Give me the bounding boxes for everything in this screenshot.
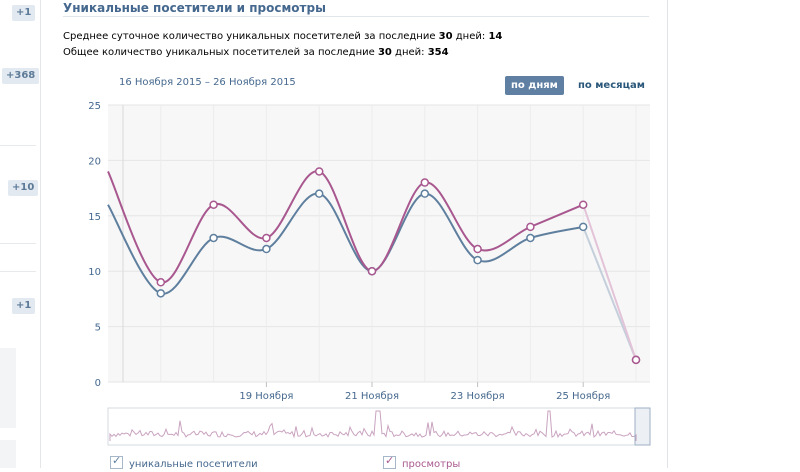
- by-days-button[interactable]: по дням: [505, 76, 564, 95]
- x-tick-label: 21 Ноября: [345, 391, 399, 402]
- legend-label: уникальные посетители: [129, 459, 258, 470]
- x-tick-label: 19 Ноября: [239, 391, 293, 402]
- date-range: 16 Ноября 2015 – 26 Ноября 2015: [119, 77, 296, 88]
- by-months-button[interactable]: по месяцам: [578, 80, 645, 91]
- navigator-selection-handle[interactable]: [634, 407, 651, 446]
- stat-mid: дней:: [391, 47, 428, 58]
- legend-visitors[interactable]: ✓ уникальные посетители: [110, 454, 258, 472]
- sidebar-badge[interactable]: +1: [12, 5, 36, 21]
- stat-average: Среднее суточное количество уникальных п…: [63, 30, 502, 43]
- checkmark-icon: ✓: [112, 454, 122, 467]
- data-point[interactable]: [262, 233, 271, 243]
- data-point[interactable]: [314, 189, 324, 198]
- sidebar-badge[interactable]: +1: [12, 298, 36, 314]
- data-point[interactable]: [209, 233, 218, 243]
- stat-days: 30: [438, 31, 453, 42]
- navigator-sparkline: [109, 410, 637, 441]
- series-line-views: [107, 170, 584, 284]
- sidebar-panel: [0, 348, 16, 428]
- y-tick-label: 10: [88, 267, 101, 278]
- series-line-views-partial: [582, 204, 637, 361]
- checkbox-views[interactable]: ✓: [383, 454, 396, 469]
- chart-series: [107, 167, 641, 365]
- data-point[interactable]: [262, 244, 271, 254]
- legend-views[interactable]: ✓ просмотры: [383, 454, 461, 472]
- chart-navigator[interactable]: [107, 407, 651, 446]
- series-line-visitors: [107, 192, 584, 295]
- sidebar-badge[interactable]: +368: [2, 68, 40, 84]
- navigator-frame: [107, 407, 651, 446]
- chart-grid: [108, 104, 650, 383]
- column-divider: [40, 0, 41, 468]
- checkmark-icon: ✓: [385, 454, 395, 467]
- data-point[interactable]: [578, 200, 588, 209]
- data-point[interactable]: [420, 178, 430, 187]
- data-point[interactable]: [156, 278, 166, 287]
- checkbox-visitors[interactable]: ✓: [110, 454, 123, 469]
- sidebar-divider: [0, 145, 36, 146]
- sidebar-divider: [0, 271, 36, 272]
- sidebar-panel: [0, 440, 16, 468]
- y-tick-label: 5: [95, 323, 101, 334]
- legend-label: просмотры: [402, 459, 461, 470]
- stat-value: 14: [488, 31, 503, 42]
- y-tick-label: 25: [88, 101, 101, 112]
- stat-total: Общее количество уникальных посетителей …: [63, 46, 449, 59]
- data-point[interactable]: [578, 222, 588, 232]
- data-point[interactable]: [473, 255, 482, 265]
- y-axis-labels: 0 5 10 15 20 25: [88, 101, 101, 389]
- stat-label: Общее количество уникальных посетителей …: [63, 47, 378, 58]
- data-point[interactable]: [526, 233, 535, 243]
- sidebar-divider: [0, 243, 36, 244]
- data-point[interactable]: [367, 266, 377, 276]
- data-point[interactable]: [631, 355, 641, 365]
- y-tick-label: 0: [95, 378, 101, 389]
- widget-title: Уникальные посетители и просмотры: [63, 1, 326, 15]
- x-tick-label: 23 Ноября: [451, 391, 505, 402]
- data-point[interactable]: [473, 244, 482, 254]
- plot-background: [108, 105, 650, 382]
- x-tick-label: 25 Ноября: [556, 391, 610, 402]
- y-tick-label: 15: [88, 212, 101, 223]
- title-underline: [63, 16, 649, 17]
- data-point[interactable]: [314, 167, 324, 176]
- data-point[interactable]: [156, 289, 166, 298]
- stat-mid: дней:: [452, 31, 489, 42]
- data-point[interactable]: [209, 200, 218, 209]
- x-axis-labels: 19 Ноября 21 Ноября 23 Ноября 25 Ноября: [239, 382, 610, 402]
- sidebar-badge[interactable]: +10: [8, 180, 39, 196]
- stat-value: 354: [427, 47, 449, 58]
- column-divider: [667, 0, 668, 468]
- y-tick-label: 20: [88, 156, 101, 167]
- data-point[interactable]: [526, 222, 535, 232]
- stat-label: Среднее суточное количество уникальных п…: [63, 31, 439, 42]
- stat-days: 30: [377, 47, 392, 58]
- data-point[interactable]: [420, 189, 430, 198]
